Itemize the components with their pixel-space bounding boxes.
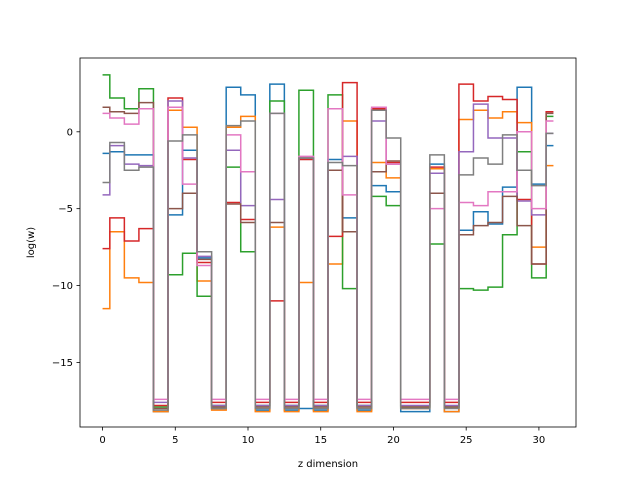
- x-tick-label: 15: [314, 435, 327, 446]
- series-line-7: [102, 106, 554, 401]
- x-tick-label: 0: [99, 435, 105, 446]
- x-axis-label: z dimension: [298, 459, 358, 470]
- x-tick-label: 20: [387, 435, 400, 446]
- x-tick-label: 25: [460, 435, 473, 446]
- x-tick-label: 30: [533, 435, 546, 446]
- y-axis-ticks: −15 −10 −5 0: [52, 127, 80, 369]
- y-tick-label: −10: [52, 281, 73, 292]
- x-tick-label: 10: [242, 435, 255, 446]
- series-layer: [102, 74, 554, 413]
- y-tick-label: −15: [52, 358, 73, 369]
- series-line-8: [102, 109, 554, 411]
- y-tick-label: −5: [58, 204, 73, 215]
- x-tick-label: 5: [172, 435, 178, 446]
- x-axis-ticks: 0 5 10 15 20 25 30: [99, 427, 545, 446]
- series-line-5: [102, 100, 554, 407]
- y-tick-label: 0: [67, 127, 73, 138]
- y-axis-label: log(w): [26, 227, 37, 258]
- series-line-2: [102, 109, 554, 413]
- plot-frame: [79, 57, 577, 428]
